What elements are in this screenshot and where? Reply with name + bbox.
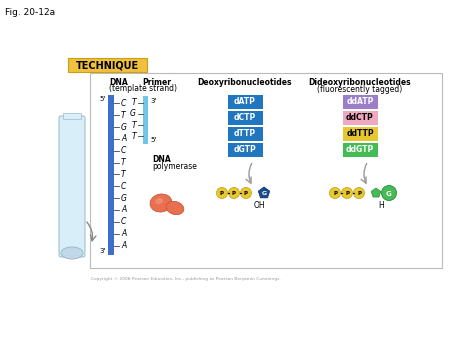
- Polygon shape: [258, 187, 270, 198]
- Text: G: G: [121, 194, 127, 202]
- Circle shape: [229, 188, 239, 198]
- Bar: [63, 113, 81, 119]
- FancyBboxPatch shape: [342, 143, 378, 156]
- Bar: [90, 73, 442, 268]
- FancyBboxPatch shape: [342, 95, 378, 108]
- Text: T: T: [121, 170, 126, 179]
- FancyBboxPatch shape: [228, 111, 262, 124]
- Text: C: C: [121, 217, 126, 226]
- Text: T: T: [131, 121, 136, 129]
- FancyBboxPatch shape: [228, 143, 262, 156]
- Text: DNA: DNA: [152, 155, 171, 164]
- Circle shape: [240, 188, 252, 198]
- Text: dGTP: dGTP: [234, 145, 256, 154]
- Text: C: C: [121, 182, 126, 191]
- Text: C: C: [121, 99, 126, 108]
- Text: P: P: [244, 191, 248, 196]
- Text: ddATP: ddATP: [346, 97, 374, 106]
- Text: A: A: [121, 241, 126, 250]
- Ellipse shape: [166, 201, 184, 215]
- Text: Dideoxyribonucleotides: Dideoxyribonucleotides: [309, 78, 411, 87]
- Text: (fluorescently tagged): (fluorescently tagged): [317, 85, 403, 94]
- Text: DNA: DNA: [109, 78, 128, 87]
- Text: H: H: [378, 201, 384, 211]
- Text: dATP: dATP: [234, 97, 256, 106]
- Text: T: T: [131, 98, 136, 107]
- Text: P: P: [357, 191, 361, 196]
- Text: polymerase: polymerase: [152, 162, 197, 171]
- Polygon shape: [371, 188, 381, 197]
- Text: Copyright © 2008 Pearson Education, Inc., publishing as Pearson Benjamin Cumming: Copyright © 2008 Pearson Education, Inc.…: [91, 277, 281, 281]
- Circle shape: [342, 188, 352, 198]
- Text: dCTP: dCTP: [234, 114, 256, 122]
- Bar: [143, 96, 148, 144]
- Circle shape: [354, 188, 364, 198]
- Text: T: T: [131, 132, 136, 141]
- Ellipse shape: [61, 247, 83, 259]
- Ellipse shape: [150, 194, 172, 212]
- Text: P: P: [220, 191, 224, 196]
- FancyBboxPatch shape: [342, 111, 378, 124]
- Text: A: A: [121, 229, 126, 238]
- Text: ddCTP: ddCTP: [346, 114, 374, 122]
- Circle shape: [382, 186, 396, 200]
- Text: T: T: [121, 158, 126, 167]
- Text: G: G: [130, 110, 136, 118]
- Circle shape: [329, 188, 341, 198]
- Text: A: A: [121, 134, 126, 143]
- Text: 3': 3': [150, 98, 157, 104]
- FancyBboxPatch shape: [228, 126, 262, 141]
- Text: P: P: [333, 191, 337, 196]
- FancyBboxPatch shape: [68, 57, 147, 72]
- Text: Primer: Primer: [142, 78, 171, 87]
- Text: TECHNIQUE: TECHNIQUE: [76, 60, 139, 70]
- Text: ddGTP: ddGTP: [346, 145, 374, 154]
- Text: 5': 5': [100, 96, 106, 102]
- Ellipse shape: [155, 198, 163, 204]
- Text: Fig. 20-12a: Fig. 20-12a: [5, 8, 55, 17]
- Text: (template strand): (template strand): [109, 84, 177, 93]
- Text: P: P: [232, 191, 236, 196]
- Text: OH: OH: [253, 201, 265, 211]
- Bar: [108, 95, 114, 255]
- Text: C: C: [121, 146, 126, 155]
- Text: Deoxyribonucleotides: Deoxyribonucleotides: [198, 78, 292, 87]
- FancyBboxPatch shape: [228, 95, 262, 108]
- Text: 3': 3': [99, 248, 106, 254]
- Circle shape: [216, 188, 228, 198]
- Text: P: P: [345, 191, 349, 196]
- FancyBboxPatch shape: [59, 116, 85, 257]
- Text: ddTTP: ddTTP: [346, 129, 374, 139]
- Text: G: G: [261, 191, 266, 196]
- Text: T: T: [121, 111, 126, 120]
- Text: dTTP: dTTP: [234, 129, 256, 139]
- Text: A: A: [121, 206, 126, 215]
- Text: G: G: [121, 122, 127, 131]
- Text: 5': 5': [150, 137, 156, 143]
- Text: G: G: [386, 191, 392, 196]
- FancyBboxPatch shape: [342, 126, 378, 141]
